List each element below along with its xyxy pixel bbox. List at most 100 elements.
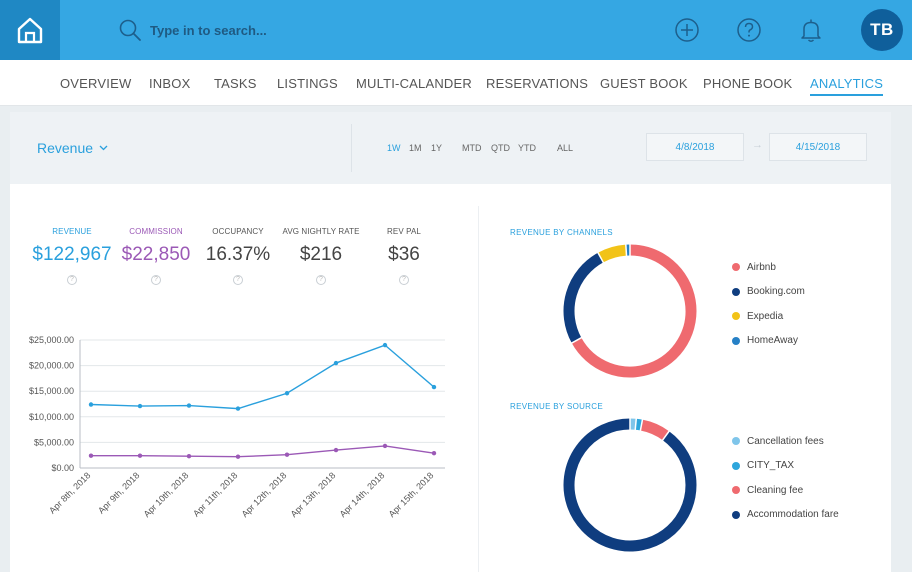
donut-slice-accommodation-fare[interactable] — [563, 418, 697, 552]
data-point[interactable] — [137, 403, 143, 409]
range-1w[interactable]: 1W — [387, 143, 401, 153]
donut-slice-cleaning-fee[interactable] — [640, 419, 670, 441]
home-button[interactable] — [0, 0, 60, 60]
help-icon[interactable]: ? — [316, 275, 326, 285]
kpi-label: REVENUE — [52, 227, 92, 236]
data-point[interactable] — [284, 452, 290, 457]
nav-item-guest-book[interactable]: GUEST BOOK — [600, 76, 688, 91]
range-1y[interactable]: 1Y — [431, 143, 443, 153]
legend-label: Cleaning fee — [747, 484, 804, 496]
nav-item-reservations[interactable]: RESERVATIONS — [486, 76, 589, 91]
help-icon[interactable]: ? — [233, 275, 243, 285]
nav-item-multi-calander[interactable]: MULTI-CALANDER — [356, 76, 472, 91]
legend-label: Airbnb — [747, 261, 776, 273]
x-tick-label: Apr 8th, 2018 — [47, 470, 92, 515]
add-icon[interactable] — [673, 16, 701, 44]
legend-item[interactable]: CITY_TAX — [732, 454, 839, 479]
donut-slice-city-tax[interactable] — [635, 418, 643, 431]
legend-item[interactable]: Airbnb — [732, 255, 805, 280]
range-all[interactable]: ALL — [557, 143, 574, 153]
nav-item-analytics[interactable]: ANALYTICS — [810, 76, 884, 96]
range-mtd[interactable]: MTD — [462, 143, 482, 153]
kpi-value: $36 — [388, 244, 420, 265]
data-point[interactable] — [382, 342, 388, 348]
kpi-value: $216 — [299, 244, 343, 265]
data-point[interactable] — [333, 360, 339, 366]
data-point[interactable] — [186, 403, 192, 408]
y-tick-label: $25,000.00 — [29, 335, 74, 345]
legend-item[interactable]: Cancellation fees — [732, 429, 839, 454]
legend-swatch — [732, 336, 740, 345]
nav-item-inbox[interactable]: INBOX — [149, 76, 191, 91]
donut-slice-expedia[interactable] — [597, 244, 627, 263]
help-icon[interactable]: ? — [151, 275, 161, 285]
user-avatar[interactable]: TB — [861, 9, 903, 51]
data-point[interactable] — [88, 402, 94, 407]
chevron-down-icon — [99, 145, 108, 151]
source-title: REVENUE BY SOURCE — [510, 402, 603, 411]
y-tick-label: $5,000.00 — [34, 437, 74, 447]
donut-slice-booking-com[interactable] — [563, 252, 604, 344]
help-icon[interactable]: ? — [399, 275, 409, 285]
data-point[interactable] — [137, 453, 143, 458]
data-point[interactable] — [88, 453, 94, 458]
data-point[interactable] — [333, 447, 339, 453]
nav-item-tasks[interactable]: TASKS — [214, 76, 257, 91]
filter-divider — [351, 124, 352, 172]
y-tick-label: $10,000.00 — [29, 412, 74, 422]
legend-item[interactable]: HomeAway — [732, 329, 805, 354]
legend-item[interactable]: Cleaning fee — [732, 478, 839, 503]
y-tick-label: $20,000.00 — [29, 361, 74, 371]
range-qtd[interactable]: QTD — [491, 143, 510, 153]
legend-swatch — [732, 312, 740, 321]
data-point[interactable] — [284, 391, 290, 396]
help-icon[interactable]: ? — [67, 275, 77, 285]
nav-item-phone-book[interactable]: PHONE BOOK — [703, 76, 793, 91]
data-point[interactable] — [431, 384, 437, 390]
main-navigation: OVERVIEW INBOX TASKS LISTINGS MULTI-CALA… — [0, 60, 912, 106]
nav-item-overview[interactable]: OVERVIEW — [60, 76, 132, 91]
bell-icon[interactable] — [797, 16, 825, 44]
metric-dropdown[interactable]: Revenue — [37, 140, 108, 156]
legend-swatch — [732, 486, 740, 495]
donut-slice-airbnb[interactable] — [571, 244, 697, 378]
nav-item-listings[interactable]: LISTINGS — [277, 76, 338, 91]
legend-swatch — [732, 510, 740, 519]
x-tick-label: Apr 15th, 2018 — [387, 470, 436, 519]
range-1m[interactable]: 1M — [409, 143, 422, 153]
data-point[interactable] — [235, 454, 241, 459]
legend-label: HomeAway — [747, 335, 798, 347]
date-to-input[interactable]: 4/15/2018 — [769, 133, 867, 161]
kpi-label: COMMISSION — [129, 227, 183, 236]
x-tick-label: Apr 12th, 2018 — [240, 470, 289, 519]
search-input[interactable] — [150, 18, 450, 42]
help-icon[interactable] — [735, 16, 763, 44]
legend-item[interactable]: Booking.com — [732, 280, 805, 305]
kpi-label: REV PAL — [387, 227, 421, 236]
range-ytd[interactable]: YTD — [518, 143, 536, 153]
analytics-card: Revenue 1W 1M 1Y MTD QTD YTD ALL 4/8/201… — [10, 112, 891, 572]
source-legend: Cancellation fees CITY_TAX Cleaning fee Acc… — [732, 429, 839, 527]
data-point[interactable] — [431, 450, 437, 456]
data-point[interactable] — [186, 454, 192, 459]
kpi-value: $122,967 — [32, 244, 112, 265]
legend-item[interactable]: Expedia — [732, 304, 805, 329]
kpi-avg-nightly-rate: AVG NIGHTLY RATE $216 ? — [276, 227, 366, 285]
date-from-input[interactable]: 4/8/2018 — [646, 133, 744, 161]
slice-separator — [658, 426, 673, 445]
slice-separator — [638, 414, 645, 437]
legend-swatch — [732, 287, 740, 296]
channels-legend: Airbnb Booking.com Expedia HomeAway — [732, 255, 805, 353]
legend-label: Booking.com — [747, 286, 805, 298]
kpi-rev-pal: REV PAL $36 ? — [368, 227, 440, 285]
search-icon[interactable] — [118, 18, 142, 42]
data-point[interactable] — [382, 443, 388, 449]
metric-dropdown-label: Revenue — [37, 140, 94, 156]
legend-swatch — [732, 263, 740, 272]
legend-item[interactable]: Accommodation fare — [732, 503, 839, 528]
legend-swatch — [732, 437, 740, 446]
source-donut-chart — [563, 413, 697, 552]
data-point[interactable] — [235, 406, 241, 411]
x-tick-label: Apr 14th, 2018 — [338, 470, 387, 519]
kpi-occupancy: OCCUPANCY 16.37% ? — [198, 227, 278, 285]
